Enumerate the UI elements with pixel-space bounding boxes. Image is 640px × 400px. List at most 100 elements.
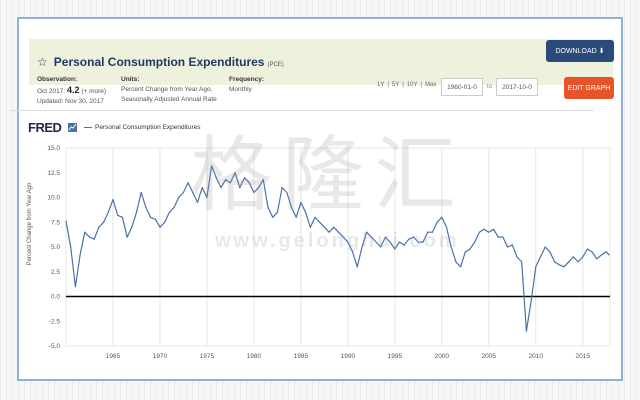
watermark-url: www.gelonghui.com: [215, 230, 460, 252]
data-point: [201, 187, 203, 189]
data-point: [79, 254, 81, 256]
data-point: [427, 231, 429, 233]
y-tick-label: 12.5: [47, 170, 60, 177]
data-point: [389, 241, 391, 243]
data-point: [112, 198, 114, 201]
x-tick-label: 1980: [247, 353, 262, 360]
y-tick-label: 15.0: [47, 145, 60, 152]
data-point: [398, 241, 401, 243]
watermark: 格隆汇: [190, 128, 467, 223]
y-tick-label: 10.0: [47, 195, 60, 202]
data-point: [460, 266, 462, 268]
observation-more-link[interactable]: (+ more): [81, 88, 107, 95]
y-tick-label: 7.5: [51, 219, 60, 226]
units-block: Units: Percent Change from Year Ago, Sea…: [121, 75, 217, 105]
series-title: Personal Consumption Expenditures: [53, 55, 265, 69]
data-point: [539, 256, 542, 258]
data-point: [600, 254, 603, 256]
data-point: [314, 216, 316, 218]
end-date-input[interactable]: 2017-10-0: [496, 78, 538, 96]
range-separator: |: [387, 82, 389, 88]
y-tick-label: 0.0: [51, 294, 60, 301]
data-point: [492, 228, 495, 230]
updated-date: Updated: Nov 30, 2017: [37, 98, 104, 105]
data-point: [70, 246, 72, 248]
data-point: [262, 179, 264, 181]
range-separator: |: [402, 82, 404, 88]
data-point: [121, 216, 123, 218]
data-point: [328, 231, 330, 233]
data-point: [192, 191, 194, 194]
y-tick-label: -5.0: [49, 343, 61, 350]
data-point: [300, 201, 302, 204]
data-point: [375, 241, 377, 243]
data-point: [239, 187, 241, 189]
data-point: [182, 191, 185, 194]
data-point: [605, 251, 607, 253]
data-point: [267, 206, 269, 208]
data-point: [258, 187, 260, 189]
data-point: [140, 191, 142, 194]
data-point: [464, 251, 466, 253]
data-point: [248, 182, 250, 184]
star-icon[interactable]: ☆: [37, 55, 48, 69]
edit-graph-button[interactable]: EDIT GRAPH: [564, 77, 614, 99]
range-max[interactable]: Max: [425, 82, 437, 88]
data-point: [474, 241, 476, 243]
data-point: [164, 221, 166, 223]
legend-label: Personal Consumption Expenditures: [95, 124, 201, 131]
data-point: [220, 187, 222, 189]
y-tick-label: -2.5: [49, 318, 61, 325]
data-point: [295, 216, 297, 218]
data-point: [488, 231, 490, 233]
y-tick-label: 2.5: [51, 269, 60, 276]
data-point: [126, 236, 128, 238]
start-date-input[interactable]: 1960-01-0: [441, 78, 483, 96]
x-tick-label: 2010: [529, 353, 544, 360]
data-point: [145, 206, 147, 208]
chart-legend: Personal Consumption Expenditures: [84, 124, 201, 131]
data-point: [281, 187, 283, 189]
frequency-value: Monthly: [229, 86, 252, 93]
data-point: [286, 191, 288, 194]
data-point: [149, 216, 152, 218]
data-point: [215, 177, 217, 179]
observation-value: 4.2: [67, 85, 80, 95]
data-point: [553, 261, 556, 263]
observation-date: Oct 2017:: [37, 88, 66, 95]
data-point: [572, 256, 574, 258]
data-point: [549, 251, 551, 253]
data-point: [84, 231, 86, 233]
data-point: [586, 248, 589, 250]
range-5y[interactable]: 5Y: [391, 82, 400, 88]
data-point: [347, 241, 349, 243]
data-point: [511, 244, 513, 246]
download-icon: ⬇: [598, 48, 605, 55]
data-point: [502, 236, 504, 238]
range-10y[interactable]: 10Y: [406, 82, 418, 88]
range-1y[interactable]: 1Y: [377, 82, 385, 88]
download-button[interactable]: DOWNLOAD ⬇: [546, 40, 614, 62]
data-point: [530, 300, 532, 303]
data-point: [102, 221, 105, 223]
data-point: [525, 330, 527, 332]
data-point: [333, 226, 335, 228]
data-point: [253, 191, 255, 194]
data-point: [319, 221, 321, 223]
data-point: [323, 226, 325, 228]
data-point: [436, 221, 438, 223]
data-point: [187, 182, 189, 184]
fred-graph-icon: [68, 123, 77, 132]
data-point: [211, 165, 213, 167]
x-tick-label: 1975: [200, 353, 215, 360]
x-tick-label: 2000: [435, 353, 450, 360]
x-tick-label: 1995: [388, 353, 403, 360]
data-point: [107, 211, 109, 213]
divider: [10, 110, 594, 111]
data-point: [309, 226, 311, 228]
data-point: [450, 246, 452, 248]
x-tick-label: 1970: [153, 353, 168, 360]
units-line-1: Percent Change from Year Ago,: [121, 86, 213, 93]
data-point: [417, 241, 419, 243]
data-point: [243, 177, 246, 179]
